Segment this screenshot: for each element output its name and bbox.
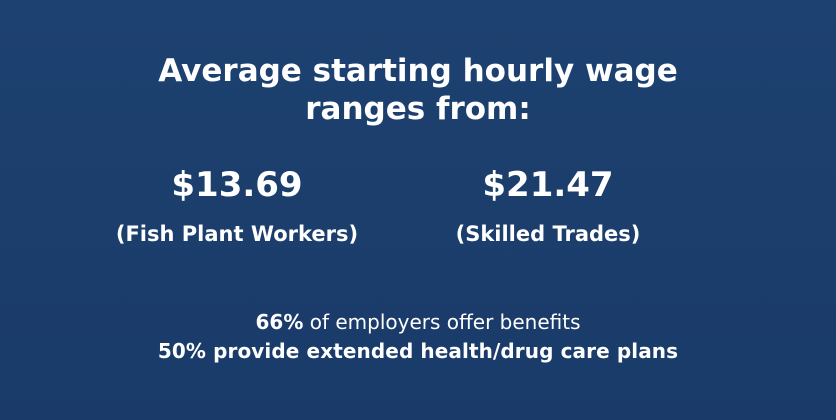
title-line: Average starting hourly wage <box>158 53 678 89</box>
stat-value: $21.47 <box>482 165 614 205</box>
note-highlight: 66% <box>255 310 304 334</box>
note-text: of employers offer benefits <box>309 310 581 334</box>
title-line: ranges from: <box>305 91 531 127</box>
stat-value: $13.69 <box>171 165 303 205</box>
note: 66% of employers offer benefits <box>0 308 836 337</box>
stat: $21.47 (Skilled Trades) <box>388 163 708 249</box>
note: 50% provide extended health/drug care pl… <box>157 339 679 363</box>
stat-label: (Skilled Trades) <box>455 222 641 246</box>
notes: 66% of employers offer benefits 50% prov… <box>0 308 836 366</box>
stat: $13.69 (Fish Plant Workers) <box>77 163 397 249</box>
title: Average starting hourly wage ranges from… <box>0 52 836 128</box>
stat-label: (Fish Plant Workers) <box>115 222 359 246</box>
